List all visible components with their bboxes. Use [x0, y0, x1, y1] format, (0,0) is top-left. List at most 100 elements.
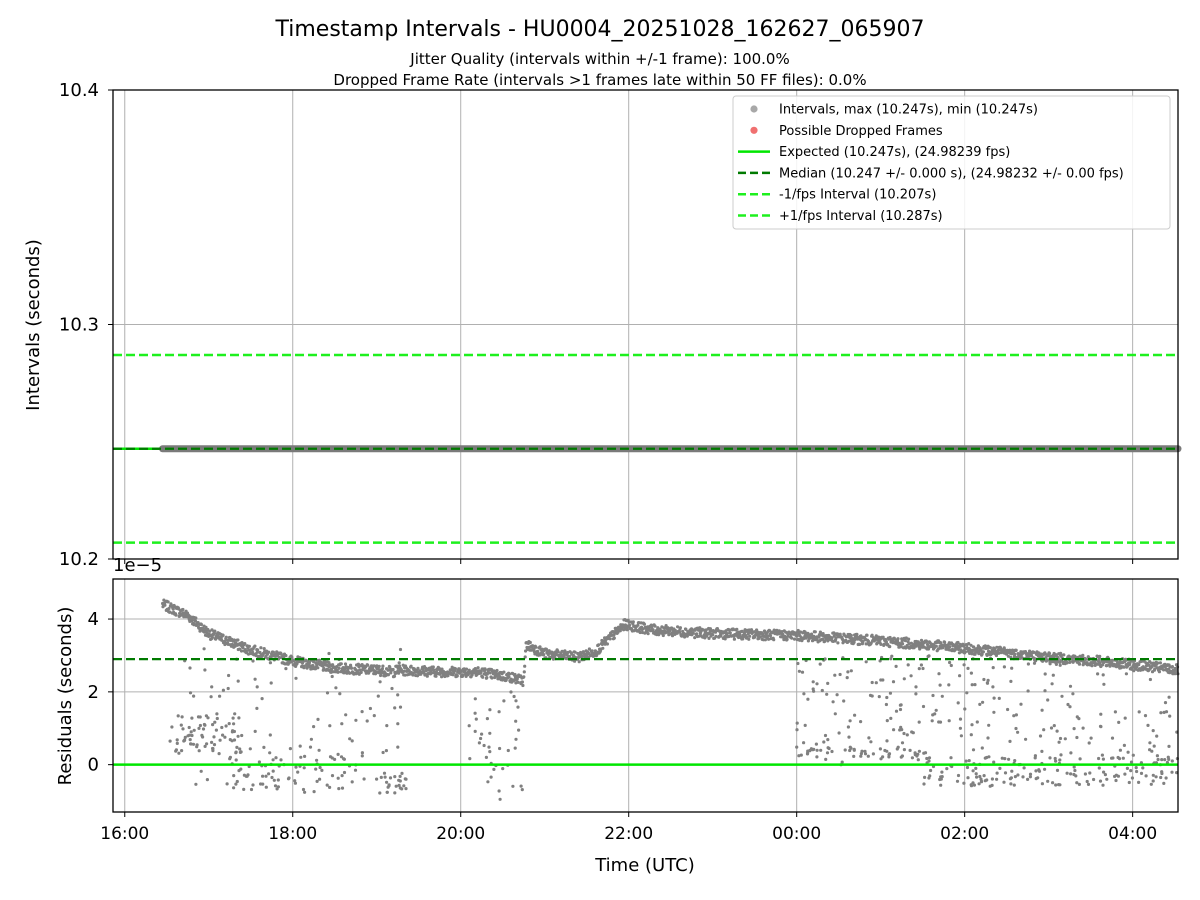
residual-point	[711, 633, 715, 637]
residual-outlier-point	[1151, 773, 1155, 777]
residual-outlier-point	[197, 726, 201, 731]
residual-outlier-point	[1008, 739, 1012, 744]
residual-outlier-point	[183, 735, 187, 740]
residual-outlier-point	[969, 733, 973, 737]
residual-outlier-point	[234, 758, 238, 762]
residual-outlier-point	[919, 663, 924, 667]
residual-outlier-point	[900, 728, 904, 732]
residual-outlier-point	[1148, 677, 1152, 682]
residual-outlier-point	[846, 670, 850, 674]
residual-outlier-point	[909, 674, 913, 678]
residual-point	[236, 638, 240, 642]
residual-point	[919, 645, 923, 650]
residual-outlier-point	[227, 673, 231, 678]
residual-point	[877, 635, 881, 639]
residual-point	[381, 664, 385, 668]
residual-outlier-point	[902, 677, 906, 681]
legend-marker-dot	[750, 105, 758, 113]
residual-outlier-point	[230, 739, 234, 743]
residual-outlier-point	[972, 783, 977, 787]
residual-point	[852, 640, 856, 644]
residual-outlier-point	[333, 757, 337, 762]
residual-outlier-point	[797, 754, 801, 758]
residual-outlier-point	[1071, 692, 1075, 696]
residual-point	[194, 616, 198, 620]
residual-outlier-point	[900, 741, 905, 745]
residual-outlier-point	[253, 729, 257, 734]
residual-outlier-point	[293, 781, 297, 785]
intervals-x-ticks	[124, 559, 1134, 564]
residual-outlier-point	[248, 747, 252, 751]
residual-outlier-point	[1057, 740, 1061, 744]
residual-outlier-point	[874, 681, 878, 685]
residual-outlier-point	[1058, 736, 1063, 741]
residual-outlier-point	[1151, 779, 1155, 783]
residual-outlier-point	[1068, 684, 1073, 688]
residual-outlier-point	[340, 774, 344, 778]
residual-outlier-point	[225, 782, 229, 786]
residual-point	[453, 667, 457, 671]
residual-point	[1101, 663, 1105, 667]
residual-outlier-point	[1008, 777, 1013, 781]
residual-outlier-point	[202, 647, 206, 651]
residual-point	[1081, 653, 1085, 657]
residual-outlier-point	[1040, 708, 1044, 712]
residual-outlier-point	[196, 715, 201, 719]
residual-outlier-point	[223, 735, 227, 739]
residual-outlier-point	[301, 787, 306, 792]
residual-outlier-point	[958, 674, 962, 678]
residual-point	[379, 673, 383, 678]
residual-point	[1041, 659, 1045, 663]
residual-outlier-point	[509, 690, 513, 694]
residual-outlier-point	[824, 757, 828, 762]
intervals-y-tick-label: 10.4	[59, 80, 99, 101]
residual-outlier-point	[1163, 701, 1168, 705]
residual-outlier-point	[330, 756, 334, 760]
residual-point	[463, 670, 467, 674]
residual-outlier-point	[303, 754, 307, 759]
residual-outlier-point	[1170, 770, 1174, 774]
residual-outlier-point	[1042, 728, 1046, 732]
residual-outlier-point	[1170, 759, 1174, 763]
residual-outlier-point	[385, 780, 389, 784]
residual-outlier-point	[271, 769, 275, 773]
residual-point	[1047, 651, 1052, 656]
residual-point	[243, 642, 247, 646]
residual-outlier-point	[396, 693, 400, 697]
residual-outlier-point	[970, 723, 974, 727]
residual-outlier-point	[201, 727, 206, 731]
residual-outlier-point	[249, 787, 254, 792]
residual-point	[821, 632, 825, 636]
residual-point	[813, 630, 817, 634]
residual-outlier-point	[259, 782, 263, 786]
residual-outlier-point	[871, 752, 876, 756]
residual-point	[934, 644, 938, 648]
residual-outlier-point	[1088, 771, 1092, 775]
residual-point	[830, 636, 834, 640]
residual-outlier-point	[1167, 695, 1171, 699]
residual-outlier-point	[236, 679, 240, 683]
residual-point	[855, 632, 859, 636]
residual-point	[391, 667, 395, 672]
residual-outlier-point	[885, 719, 889, 723]
residual-outlier-point	[1133, 666, 1137, 670]
residual-outlier-point	[1002, 665, 1007, 669]
residual-point	[534, 645, 538, 649]
residual-outlier-point	[1050, 682, 1054, 686]
residual-outlier-point	[312, 666, 316, 670]
residual-outlier-point	[802, 741, 806, 745]
residual-outlier-point	[1026, 777, 1030, 782]
residual-point	[1014, 648, 1018, 652]
residual-point	[556, 650, 560, 654]
residual-outlier-point	[220, 725, 224, 730]
residual-outlier-point	[1165, 663, 1170, 668]
residual-outlier-point	[815, 748, 819, 752]
residual-outlier-point	[986, 736, 990, 740]
residual-outlier-point	[1155, 754, 1159, 758]
intervals-panel: 10.2 10.3 10.4 Intervals (seconds) Interva…	[23, 80, 1182, 570]
residual-point	[608, 637, 612, 641]
residual-point	[650, 625, 654, 629]
residual-outlier-point	[488, 708, 492, 712]
residual-outlier-point	[922, 751, 926, 755]
intervals-y-ticks: 10.2 10.3 10.4	[59, 80, 113, 570]
